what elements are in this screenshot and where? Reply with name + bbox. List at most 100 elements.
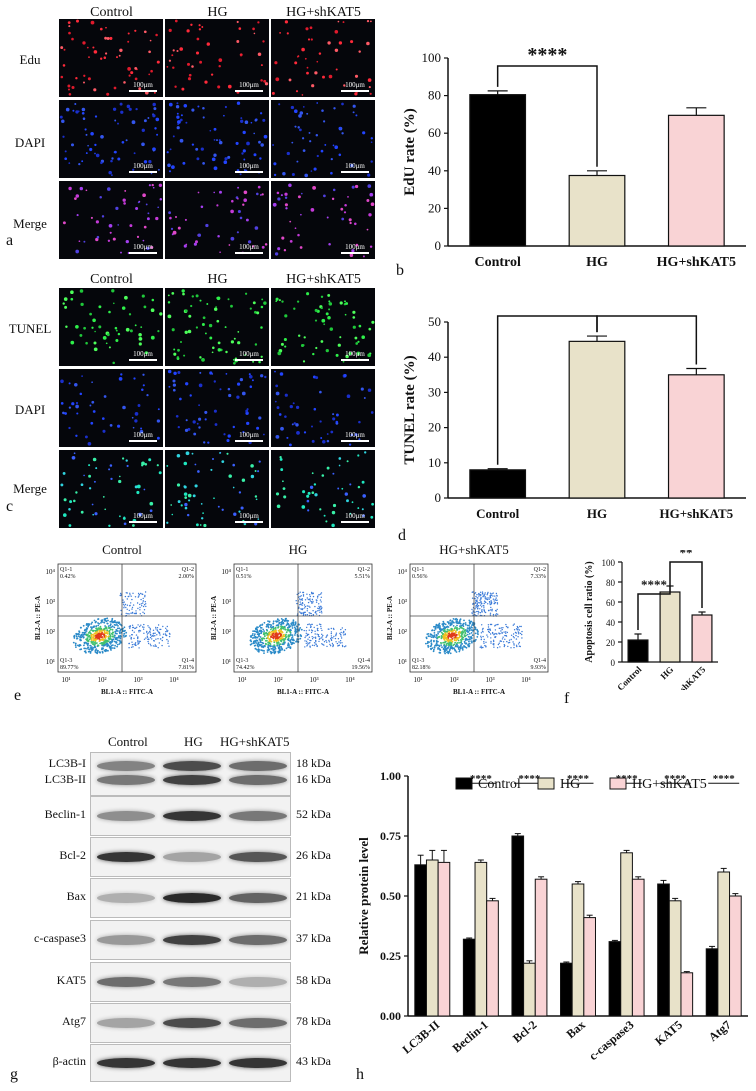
cell-nucleus: [296, 300, 300, 303]
x-tick-label: Control: [615, 664, 644, 690]
cell-nucleus: [260, 305, 264, 309]
cell-nucleus: [176, 453, 181, 458]
cell-nucleus: [345, 354, 349, 359]
flow-event: [320, 605, 322, 607]
flow-event: [487, 609, 490, 612]
flow-event: [265, 624, 268, 626]
scale-bar: 100μm: [341, 431, 369, 442]
flow-event: [321, 633, 323, 635]
cell-nucleus: [281, 236, 285, 240]
flow-event: [265, 628, 268, 631]
flow-event: [472, 603, 474, 605]
cell-nucleus: [147, 117, 150, 119]
blot-col-control: Control: [108, 734, 148, 749]
cell-nucleus: [150, 308, 155, 313]
flow-event: [310, 631, 313, 634]
flow-event: [87, 642, 90, 645]
cell-nucleus: [368, 86, 371, 89]
flow-event: [275, 620, 277, 623]
flow-event: [298, 623, 300, 626]
flow-event: [497, 643, 500, 646]
flow-event: [310, 591, 313, 594]
flow-event: [494, 633, 496, 635]
cell-nucleus: [299, 246, 303, 249]
flow-event: [520, 625, 522, 628]
flow-event: [460, 646, 462, 648]
flow-event: [314, 630, 316, 632]
scale-bar-label: 100μm: [345, 162, 365, 170]
flow-event: [108, 629, 111, 632]
flow-event: [316, 597, 319, 599]
cell-nucleus: [153, 107, 157, 111]
y-tick-label: 40: [428, 349, 441, 364]
micrograph-image: 100μm: [59, 19, 163, 97]
flow-event: [318, 594, 320, 596]
cell-nucleus: [99, 196, 102, 199]
flow-event: [299, 637, 302, 640]
flow-event: [306, 608, 309, 610]
flow-event: [490, 623, 493, 626]
flow-event: [254, 640, 257, 643]
cell-nucleus: [73, 499, 76, 503]
cell-nucleus: [110, 159, 113, 163]
flow-event: [104, 627, 106, 630]
cell-nucleus: [258, 140, 261, 144]
flow-event: [429, 645, 432, 648]
cell-nucleus: [276, 191, 280, 195]
flow-event: [155, 628, 157, 630]
cell-nucleus: [75, 404, 79, 409]
cell-nucleus: [71, 402, 75, 406]
cell-nucleus: [213, 409, 217, 413]
flow-event: [477, 593, 480, 595]
cell-nucleus: [309, 26, 313, 30]
flow-event: [290, 623, 293, 626]
flow-event: [281, 643, 284, 646]
micrograph-image: 100μm: [165, 288, 269, 366]
flow-event: [139, 640, 141, 643]
cell-nucleus: [81, 111, 85, 115]
cell-nucleus: [242, 149, 246, 153]
cell-nucleus: [322, 75, 325, 79]
cell-nucleus: [157, 330, 160, 333]
significance-bracket: [596, 315, 698, 365]
flow-event: [140, 603, 143, 605]
cell-nucleus: [88, 474, 92, 478]
cell-nucleus: [280, 468, 284, 472]
flow-event: [476, 605, 479, 608]
cell-nucleus: [117, 157, 121, 161]
blot-row-label: LC3B-I: [48, 756, 86, 770]
flow-event: [482, 627, 484, 630]
cell-nucleus: [92, 457, 97, 462]
flow-event: [101, 636, 104, 638]
cell-nucleus: [288, 78, 292, 82]
blot-row-label: KAT5: [56, 973, 86, 987]
cell-nucleus: [313, 407, 317, 411]
flow-event: [462, 646, 464, 649]
cell-nucleus: [357, 454, 360, 457]
cell-nucleus: [276, 406, 280, 410]
flow-event: [480, 601, 482, 603]
micrograph-image: 100μm: [165, 181, 269, 259]
cell-nucleus: [330, 171, 333, 175]
cell-nucleus: [369, 20, 372, 23]
flow-event: [287, 628, 289, 630]
cell-nucleus: [311, 84, 315, 88]
flow-event: [285, 633, 287, 636]
flow-event: [94, 649, 97, 652]
flow-event: [138, 647, 140, 649]
flow-event: [342, 645, 344, 648]
cell-nucleus: [152, 186, 155, 189]
flow-event: [143, 604, 146, 606]
cell-nucleus: [218, 139, 221, 142]
flow-event: [120, 609, 122, 612]
bar-hg: [523, 962, 536, 1017]
x-tick-label: KAT5: [652, 1018, 685, 1049]
flow-event: [262, 637, 265, 640]
flow-event: [292, 639, 295, 642]
cell-nucleus: [62, 513, 67, 517]
flow-event: [256, 643, 259, 646]
flow-event: [116, 639, 119, 641]
cell-nucleus: [335, 353, 339, 357]
cell-nucleus: [253, 153, 257, 157]
